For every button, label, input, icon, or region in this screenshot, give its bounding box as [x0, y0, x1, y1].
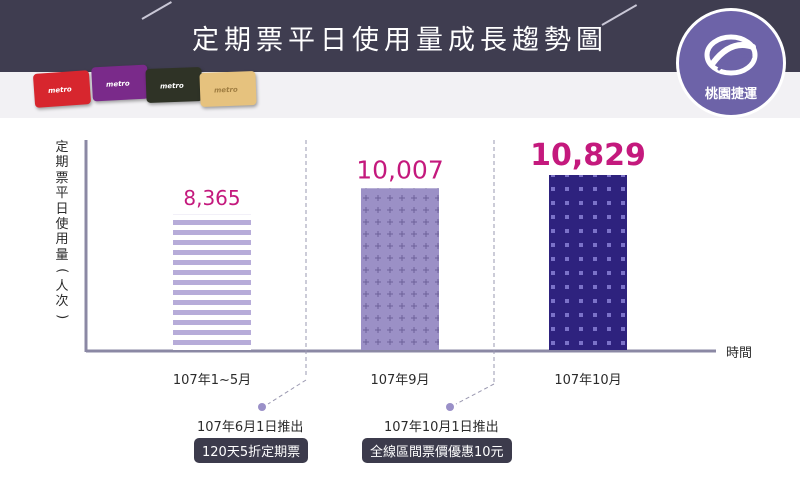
annotation-leader: [267, 379, 307, 405]
annotation-dot: [258, 403, 266, 411]
x-tick-label: 107年9月: [370, 373, 429, 388]
annotation-text: 107年6月1日推出: [197, 420, 304, 435]
bar-value-label: 10,829: [530, 138, 646, 173]
bar-1: [173, 214, 251, 350]
taoyuan-metro-logo: 桃園捷運: [676, 8, 786, 118]
x-tick-label: 107年1~5月: [173, 373, 251, 388]
annotation-text: 107年10月1日推出: [384, 420, 499, 435]
bar-value-label: 8,365: [183, 186, 240, 210]
x-axis-title: 時間: [726, 346, 752, 361]
bar-value-label: 10,007: [356, 155, 443, 184]
annotation-badge: 全線區間票價優惠10元: [362, 438, 512, 463]
bar-3: [549, 175, 627, 350]
annotation-leader: [455, 383, 495, 405]
metro-emblem-icon: [704, 34, 758, 76]
logo-text: 桃園捷運: [704, 87, 757, 102]
y-axis-title: 定期票平日使用量(人次): [54, 140, 70, 320]
annotation-dot: [446, 403, 454, 411]
header-banner: 定期票平日使用量成長趨勢圖: [0, 0, 800, 72]
annotation-badge: 120天5折定期票: [194, 438, 309, 463]
bar-2: [361, 188, 439, 350]
page-title: 定期票平日使用量成長趨勢圖: [192, 25, 608, 56]
x-tick-label: 107年10月: [554, 373, 621, 388]
